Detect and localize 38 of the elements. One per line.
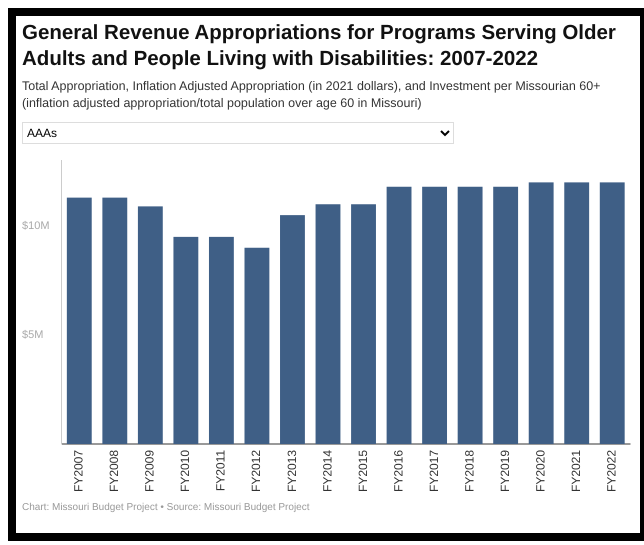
x-tick-label: FY2012	[249, 450, 264, 492]
x-tick-label: FY2020	[533, 450, 548, 492]
bar	[386, 186, 412, 444]
bar	[528, 182, 554, 444]
bar	[208, 236, 234, 444]
x-tick-label: FY2007	[72, 450, 86, 492]
x-tick-label: FY2021	[569, 450, 584, 492]
x-tick-label: FY2016	[391, 450, 406, 492]
bar	[138, 206, 163, 444]
x-tick-label: FY2015	[356, 450, 370, 492]
bar	[351, 204, 376, 444]
bar	[600, 182, 625, 444]
x-tick-label: FY2022	[604, 450, 619, 492]
x-tick-label: FY2010	[178, 450, 192, 492]
x-tick-label: FY2011	[214, 450, 228, 492]
text: AAAs	[22, 122, 454, 144]
bar	[493, 186, 518, 444]
x-tick-label: FY2019	[498, 450, 512, 492]
x-tick-label: FY2009	[142, 450, 157, 492]
bar	[564, 182, 590, 444]
x-tick-label: FY2017	[426, 450, 441, 492]
bar	[280, 215, 305, 444]
bar	[102, 198, 128, 444]
y-tick-label: $5M	[22, 329, 44, 342]
x-tick-label: FY2008	[107, 450, 122, 492]
bar	[316, 204, 340, 444]
x-tick-label: FY2013	[284, 450, 299, 492]
x-tick-label: FY2018	[462, 450, 476, 492]
bar	[173, 236, 198, 444]
text: Chart: Missouri Budget Project • Source: Missouri Budget Project	[22, 502, 311, 513]
chart-title: General Revenue Appropriations for Programs Serving Older Adults and People Living with Disabilities: 2007-2022	[22, 20, 617, 72]
y-tick-label: $10M	[22, 220, 50, 232]
bar	[244, 248, 270, 444]
x-tick-label: FY2014	[320, 450, 334, 492]
bar	[422, 186, 448, 444]
bar	[458, 186, 483, 444]
bar	[66, 198, 92, 444]
chart-subtitle: Total Appropriation, Inflation Adjusted Appropriation (in 2021 dollars), and Investment per Missourian 60+ (inflation adjusted appropriation/total population over age 60 in Missouri)	[22, 78, 602, 112]
